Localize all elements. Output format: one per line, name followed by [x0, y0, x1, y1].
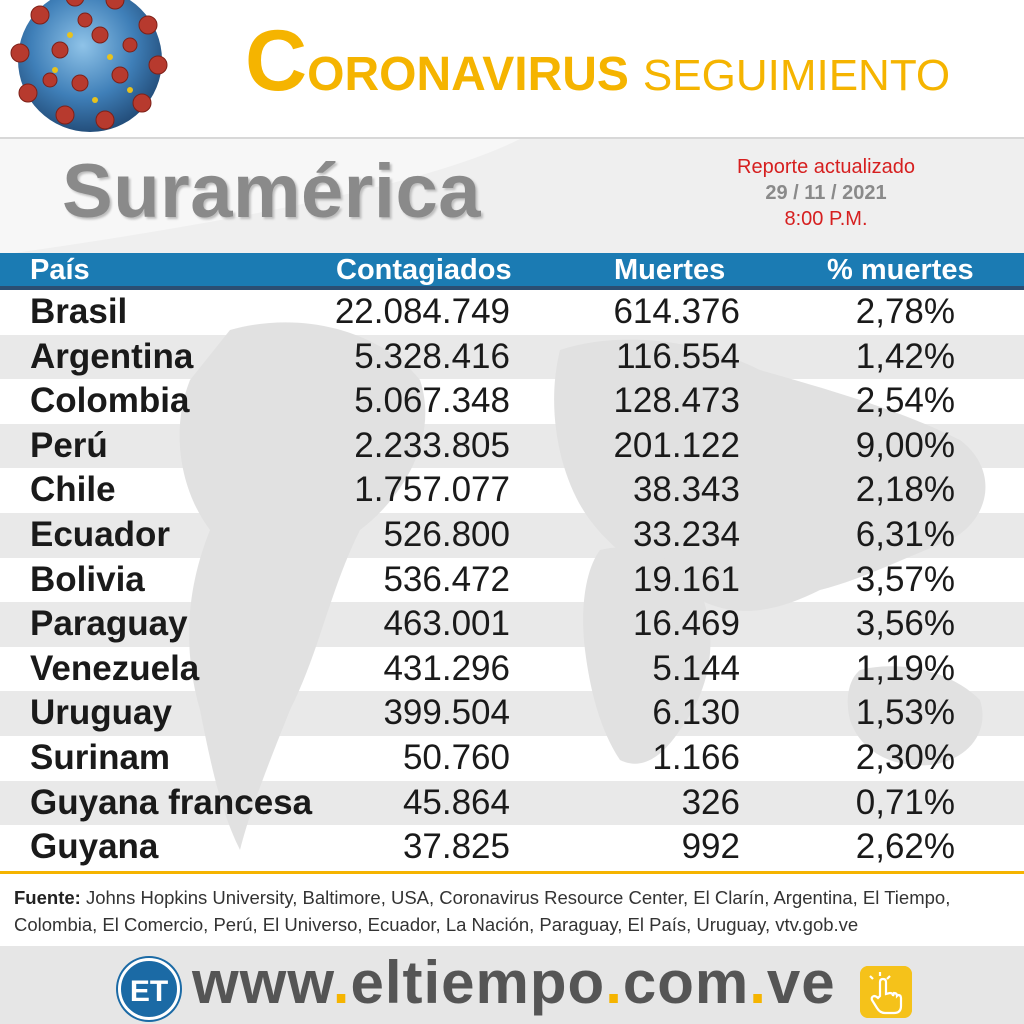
cell-pais: Argentina: [30, 336, 194, 376]
table-row: Perú 2.233.805 201.122 9,00%: [0, 423, 1024, 469]
cell-contagiados: 22.084.749: [334, 292, 510, 331]
table-row: Surinam 50.760 1.166 2,30%: [0, 736, 1024, 781]
cell-pct: 1,42%: [855, 336, 955, 376]
table-row: Uruguay 399.504 6.130 1,53%: [0, 691, 1024, 736]
cell-contagiados: 536.472: [383, 559, 510, 599]
source-label: Fuente:: [14, 887, 81, 908]
table-row: Paraguay 463.001 16.469 3,56%: [0, 602, 1024, 647]
cell-pct: 1,53%: [855, 693, 955, 733]
cell-contagiados: 45.864: [402, 782, 510, 822]
table-row: Colombia 5.067.348 128.473 2,54%: [0, 379, 1024, 424]
table-row: Ecuador 526.800 33.234 6,31%: [0, 512, 1024, 558]
cell-pais: Brasil: [30, 292, 128, 331]
cell-pct: 2,62%: [855, 827, 955, 867]
report-date: 29 / 11 / 2021: [765, 182, 887, 204]
cell-pais: Guyana francesa: [30, 782, 313, 822]
title-main: ORONAVIRUS: [307, 48, 629, 101]
cell-pais: Surinam: [30, 737, 171, 777]
table-header: País Contagiados Muertes % muertes: [0, 253, 1024, 290]
cell-muertes: 6.130: [652, 693, 740, 733]
source-note: Fuente: Johns Hopkins University, Baltim…: [14, 884, 1014, 938]
cell-pct: 1,19%: [855, 648, 955, 688]
cell-pct: 2,30%: [855, 737, 955, 777]
cell-pct: 3,57%: [855, 559, 955, 599]
cell-pais: Uruguay: [30, 693, 172, 733]
cell-pct: 9,00%: [855, 425, 955, 465]
table-row: Bolivia 536.472 19.161 3,57%: [0, 558, 1024, 603]
cell-pais: Guyana: [30, 827, 159, 867]
cell-muertes: 614.376: [613, 292, 740, 331]
column-header-contagiados: Contagiados: [336, 254, 512, 286]
cell-muertes: 38.343: [632, 470, 740, 510]
cell-muertes: 128.473: [613, 381, 740, 421]
url-part: com: [622, 949, 750, 1016]
cell-pais: Paraguay: [30, 604, 188, 644]
cell-muertes: 992: [681, 827, 740, 867]
column-header-muertes: Muertes: [614, 254, 726, 286]
cell-pais: Chile: [30, 470, 116, 510]
cell-pais: Colombia: [30, 381, 190, 421]
table-body: Brasil 22.084.749 614.376 2,78% Argentina 5.…: [0, 290, 1024, 870]
cell-contagiados: 2.233.805: [354, 425, 510, 465]
cell-pais: Ecuador: [30, 514, 171, 554]
url-part: www: [192, 949, 333, 1016]
header: CORONAVIRUS SEGUIMIENTO: [0, 0, 1024, 137]
cell-muertes: 5.144: [652, 648, 740, 688]
cell-pct: 2,54%: [855, 381, 955, 421]
url-dot: .: [605, 949, 623, 1016]
cell-muertes: 1.166: [652, 737, 740, 777]
cell-pct: 2,78%: [855, 292, 955, 331]
cell-contagiados: 37.825: [402, 827, 510, 867]
report-info: Reporte actualizado 29 / 11 / 2021 8:00 …: [712, 154, 940, 232]
cell-pais: Perú: [30, 425, 108, 465]
url-dot: .: [749, 949, 767, 1016]
cell-contagiados: 463.001: [383, 604, 510, 644]
url-part: eltiempo: [350, 949, 606, 1016]
url-part: ve: [766, 949, 836, 1016]
source-text: Johns Hopkins University, Baltimore, USA…: [14, 887, 951, 935]
table-row: Guyana 37.825 992 2,62%: [0, 825, 1024, 870]
cell-contagiados: 5.067.348: [354, 381, 510, 421]
cell-pais: Bolivia: [30, 559, 145, 599]
decorative-sweep: [0, 139, 520, 255]
column-header-pais: País: [30, 254, 90, 286]
table-row: Guyana francesa 45.864 326 0,71%: [0, 780, 1024, 826]
cell-pct: 3,56%: [855, 604, 955, 644]
cell-pct: 2,18%: [855, 470, 955, 510]
report-time: 8:00 P.M.: [784, 208, 868, 230]
region-band: [0, 137, 1024, 255]
title-initial: C: [245, 13, 308, 109]
et-logo-icon: ET: [118, 958, 180, 1020]
region-title: Suramérica: [62, 149, 482, 234]
title-sub: SEGUIMIENTO: [642, 51, 951, 100]
cell-muertes: 33.234: [632, 514, 740, 554]
cell-contagiados: 399.504: [383, 693, 510, 733]
table-row: Chile 1.757.077 38.343 2,18%: [0, 468, 1024, 513]
cell-muertes: 19.161: [632, 559, 740, 599]
column-header-pct-muertes: % muertes: [827, 254, 974, 286]
cell-contagiados: 1.757.077: [354, 470, 510, 510]
table-row: Venezuela 431.296 5.144 1,19%: [0, 647, 1024, 692]
cell-contagiados: 431.296: [383, 648, 510, 688]
page-title: CORONAVIRUS SEGUIMIENTO: [245, 18, 950, 104]
cell-pais: Venezuela: [30, 648, 200, 688]
cell-pct: 6,31%: [855, 514, 955, 554]
cell-contagiados: 5.328.416: [354, 336, 510, 376]
cell-muertes: 16.469: [632, 604, 740, 644]
website-url[interactable]: www.eltiempo.com.ve: [192, 948, 836, 1017]
data-table: País Contagiados Muertes % muertes Brasi…: [0, 253, 1024, 873]
hand-click-icon: [860, 966, 912, 1018]
report-label: Reporte actualizado: [737, 156, 915, 178]
cell-muertes: 116.554: [616, 336, 740, 376]
cell-muertes: 326: [681, 782, 740, 822]
url-dot: .: [332, 949, 351, 1016]
table-row: Brasil 22.084.749 614.376 2,78%: [0, 290, 1024, 335]
coronavirus-icon: [10, 0, 168, 132]
table-row: Argentina 5.328.416 116.554 1,42%: [0, 334, 1024, 380]
cell-pct: 0,71%: [855, 782, 955, 822]
cell-contagiados: 526.800: [383, 514, 510, 554]
cell-contagiados: 50.760: [402, 737, 510, 777]
cell-muertes: 201.122: [613, 425, 740, 465]
divider: [0, 871, 1024, 874]
